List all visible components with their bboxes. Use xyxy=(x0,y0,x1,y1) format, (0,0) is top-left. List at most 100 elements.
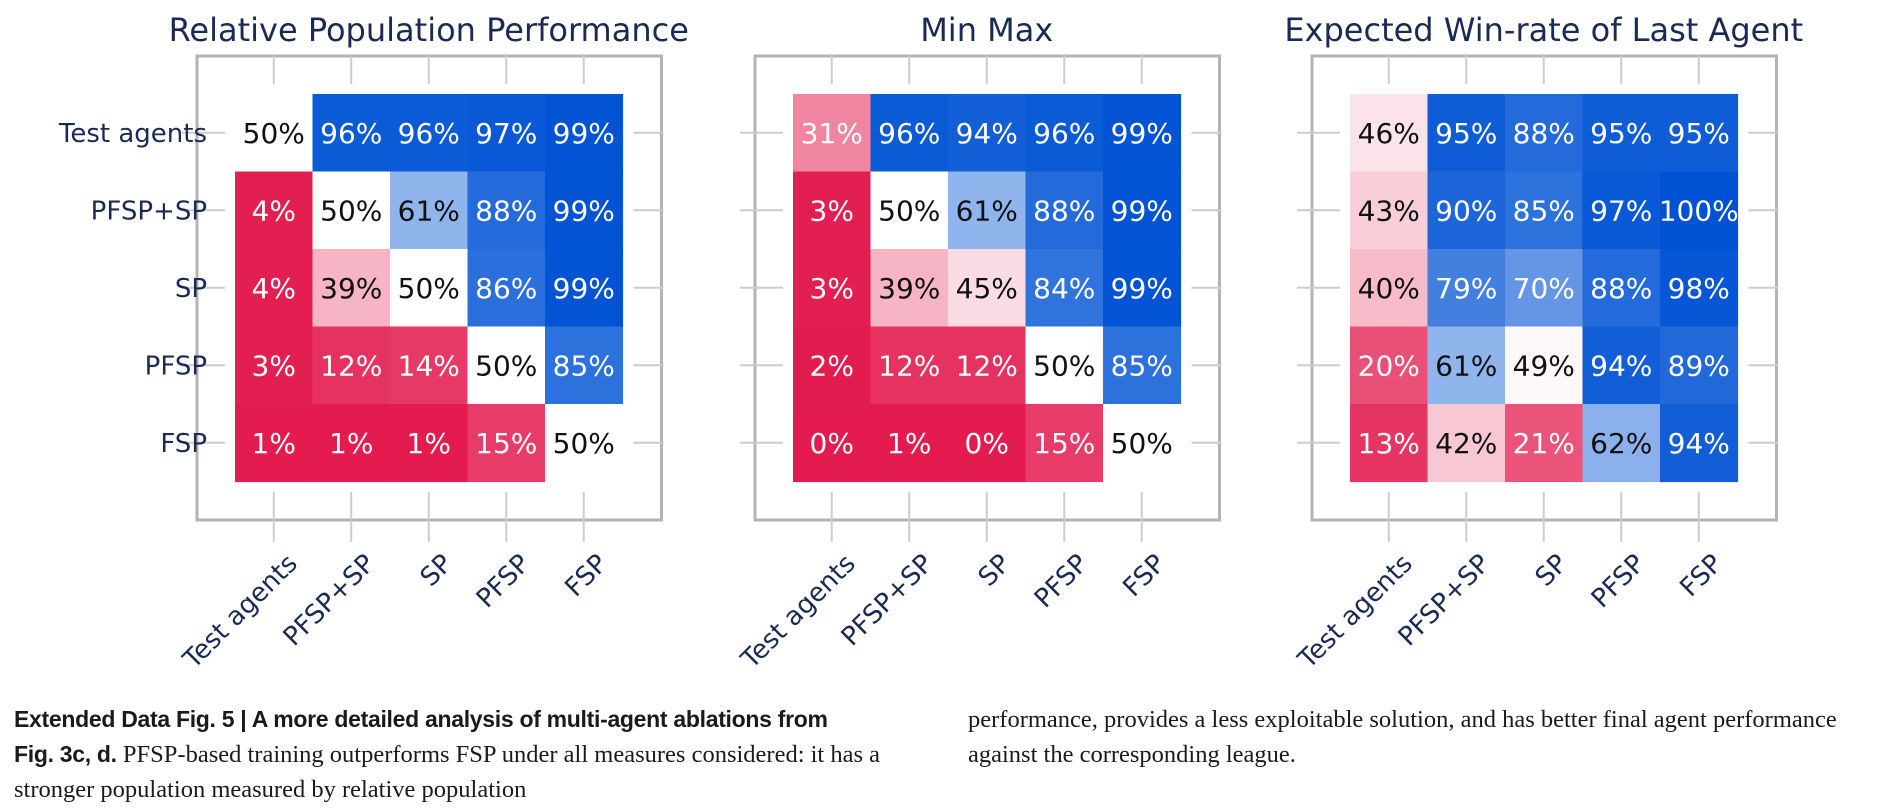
cell-value-label: 12% xyxy=(956,349,1018,382)
cell-value-label: 99% xyxy=(553,272,615,305)
heatmap-cell xyxy=(235,249,314,328)
cell-value-label: 50% xyxy=(398,272,460,305)
heatmap-cell xyxy=(545,94,624,173)
heatmap-cell xyxy=(793,326,872,405)
heatmap-cell xyxy=(545,249,624,328)
heatmap-cell xyxy=(235,326,314,405)
cell-value-label: 99% xyxy=(553,194,615,227)
caption-left-column: Extended Data Fig. 5 | A more detailed a… xyxy=(14,702,939,807)
heatmap-cell xyxy=(390,94,469,173)
cell-value-label: 61% xyxy=(1435,349,1497,382)
cell-value-label: 43% xyxy=(1358,194,1420,227)
cell-value-label: 62% xyxy=(1590,427,1652,460)
heatmap-cell xyxy=(312,249,391,328)
x-tick-label: PFSP xyxy=(471,549,536,614)
cell-value-label: 15% xyxy=(475,427,537,460)
cell-value-label: 20% xyxy=(1358,349,1420,382)
cell-value-label: 88% xyxy=(1513,117,1575,150)
cell-value-label: 88% xyxy=(1033,194,1095,227)
y-tick-label: Test agents xyxy=(58,119,207,149)
caption-body-right: performance, provides a less exploitable… xyxy=(968,706,1837,768)
x-tick-label: FSP xyxy=(559,549,613,603)
cell-value-label: 1% xyxy=(329,427,373,460)
x-tick-label: PFSP xyxy=(1586,549,1651,614)
cell-value-label: 3% xyxy=(810,272,854,305)
heatmap-cell xyxy=(948,94,1027,173)
cell-value-label: 95% xyxy=(1590,117,1652,150)
heatmap-cell xyxy=(1427,249,1506,328)
heatmap-cell xyxy=(1350,94,1429,173)
cell-value-label: 61% xyxy=(398,194,460,227)
heatmap-cell xyxy=(948,326,1027,405)
cell-value-label: 84% xyxy=(1033,272,1095,305)
heatmap-cell xyxy=(1025,171,1104,250)
cell-value-label: 49% xyxy=(1513,349,1575,382)
heatmap-cell xyxy=(467,94,546,173)
heatmap-cell xyxy=(793,171,872,250)
heatmap-cell xyxy=(390,404,469,483)
heatmap-cell xyxy=(1582,404,1661,483)
heatmap-cell xyxy=(1582,94,1661,173)
heatmap-panel-2: Min Max 31% 96% 94% 96% 99% 3% 50% 61% 88% 99% 3% 39… xyxy=(735,11,1222,675)
heatmap-cell xyxy=(1582,249,1661,328)
cell-value-label: 95% xyxy=(1668,117,1730,150)
cell-value-label: 70% xyxy=(1513,272,1575,305)
heatmap-cell xyxy=(467,326,546,405)
heatmap-cell xyxy=(312,404,391,483)
chart-title: Expected Win-rate of Last Agent xyxy=(1284,11,1803,49)
heatmap-cell xyxy=(948,249,1027,328)
cell-value-label: 0% xyxy=(965,427,1009,460)
chart-title: Min Max xyxy=(920,11,1053,49)
heatmap-panel-3: Expected Win-rate of Last Agent 46% 95% 88%… xyxy=(1284,11,1803,675)
heatmap-cell xyxy=(1582,171,1661,250)
figure-caption: Extended Data Fig. 5 | A more detailed a… xyxy=(14,702,1874,808)
cell-value-label: 46% xyxy=(1358,117,1420,150)
heatmap-cell xyxy=(390,171,469,250)
cell-value-label: 90% xyxy=(1435,194,1497,227)
cell-value-label: 40% xyxy=(1358,272,1420,305)
cell-value-label: 1% xyxy=(407,427,451,460)
heatmap-cell xyxy=(870,404,949,483)
cell-value-label: 99% xyxy=(553,117,615,150)
heatmap-panel-1: Relative Population Performance 50% 96% 96%… xyxy=(58,11,689,675)
heatmap-cell xyxy=(1427,171,1506,250)
cell-value-label: 85% xyxy=(1111,349,1173,382)
caption-heading-continued: Fig. 3c, d. xyxy=(14,741,117,767)
cell-value-label: 88% xyxy=(1590,272,1652,305)
cell-value-label: 3% xyxy=(810,194,854,227)
chart-title: Relative Population Performance xyxy=(169,11,689,49)
heatmap-cell xyxy=(235,94,314,173)
heatmap-figure: Relative Population Performance 50% 96% 96%… xyxy=(58,11,1803,675)
cell-value-label: 85% xyxy=(1513,194,1575,227)
cell-value-label: 1% xyxy=(887,427,931,460)
heatmap-cell xyxy=(1427,94,1506,173)
cell-value-label: 86% xyxy=(475,272,537,305)
x-tick-label: Test agents xyxy=(1292,549,1419,676)
heatmap-cell xyxy=(1660,326,1739,405)
x-tick-label: SP xyxy=(973,549,1017,593)
caption-heading: A more detailed analysis of multi-agent … xyxy=(251,706,828,732)
heatmap-cell xyxy=(870,326,949,405)
cell-value-label: 85% xyxy=(553,349,615,382)
y-tick-label: SP xyxy=(175,274,207,304)
cell-value-label: 50% xyxy=(878,194,940,227)
cell-value-label: 50% xyxy=(1033,349,1095,382)
cell-value-label: 99% xyxy=(1111,117,1173,150)
cell-value-label: 4% xyxy=(252,194,296,227)
heatmap-cell xyxy=(1350,249,1429,328)
x-tick-label: PFSP xyxy=(1029,549,1094,614)
heatmap-cell xyxy=(545,326,624,405)
cell-value-label: 12% xyxy=(320,349,382,382)
cell-value-label: 50% xyxy=(553,427,615,460)
cell-value-label: 94% xyxy=(1590,349,1652,382)
heatmap-cell xyxy=(1427,404,1506,483)
heatmap-cell xyxy=(1660,171,1739,250)
cell-value-label: 88% xyxy=(475,194,537,227)
cell-value-label: 94% xyxy=(956,117,1018,150)
cell-value-label: 31% xyxy=(801,117,863,150)
cell-value-label: 96% xyxy=(320,117,382,150)
heatmap-cell xyxy=(312,326,391,405)
cell-value-label: 1% xyxy=(252,427,296,460)
cell-value-label: 96% xyxy=(878,117,940,150)
heatmap-cell xyxy=(1350,171,1429,250)
